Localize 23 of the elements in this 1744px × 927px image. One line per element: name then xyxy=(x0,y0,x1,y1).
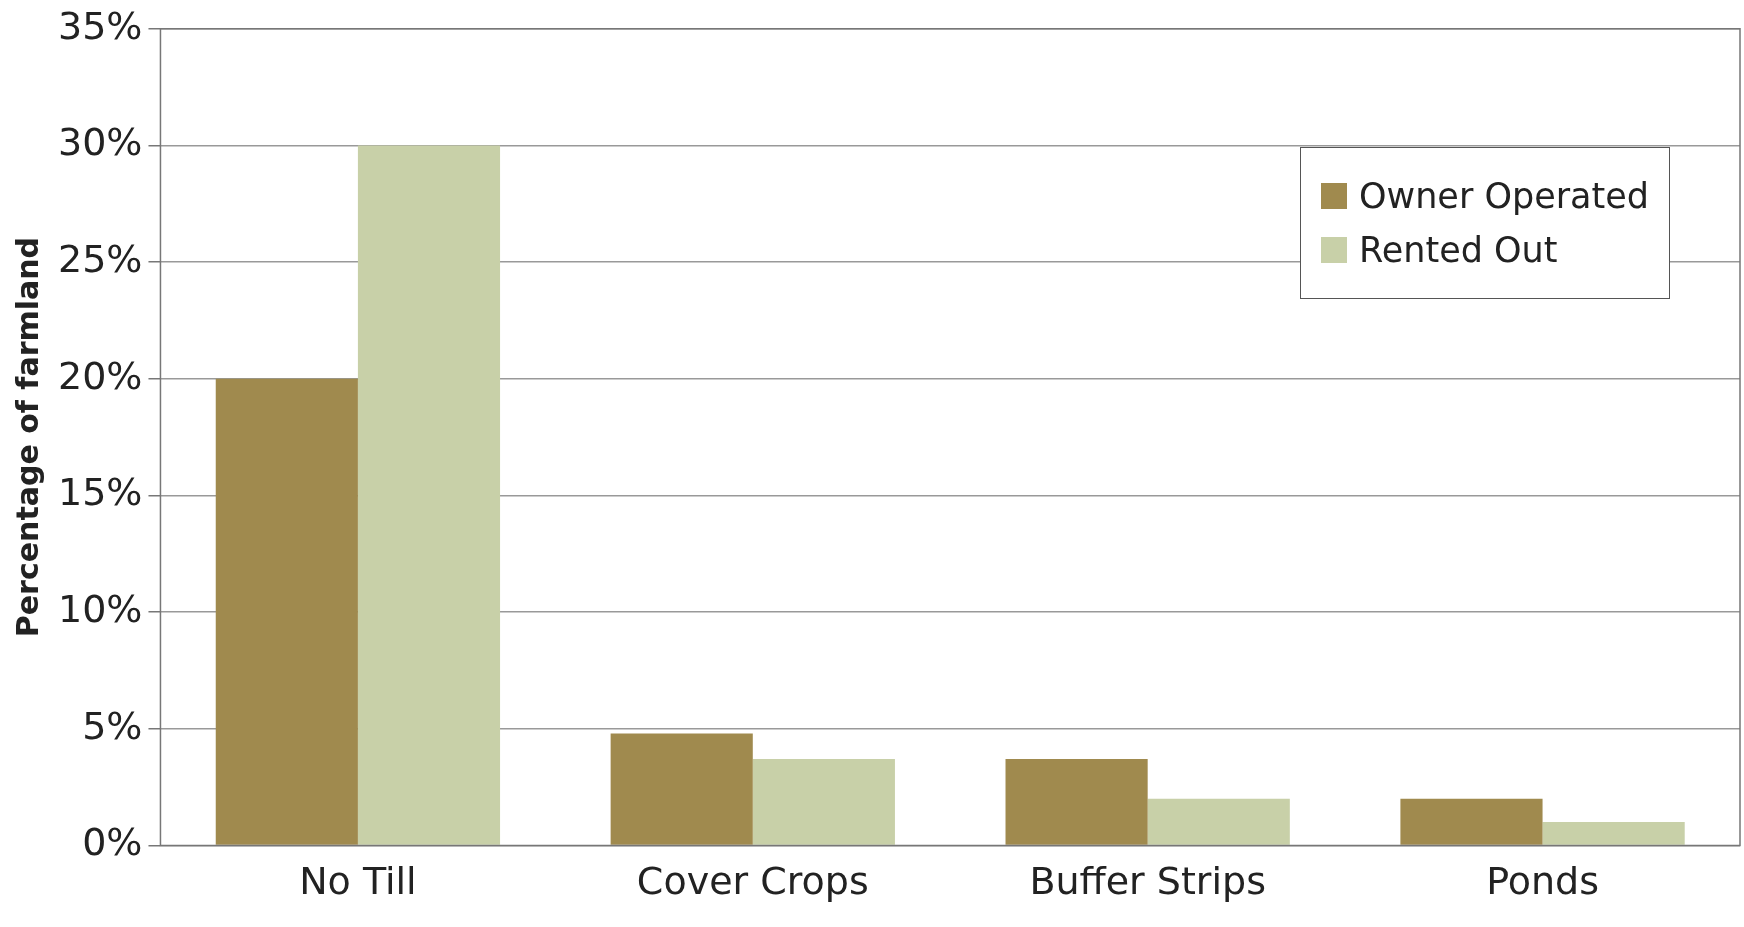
bar xyxy=(752,759,895,845)
bar xyxy=(1005,759,1148,845)
y-tick-label: 15% xyxy=(57,470,143,515)
bar xyxy=(1542,822,1685,845)
y-tick-label: 35% xyxy=(57,3,143,48)
y-tick-label: 20% xyxy=(57,353,143,398)
y-axis-title: Percentage of farmland xyxy=(9,236,45,638)
bar xyxy=(1400,798,1543,845)
x-tick-label: Buffer Strips xyxy=(1029,859,1266,904)
x-tick-label: No Till xyxy=(299,859,417,904)
y-tick-label: 10% xyxy=(57,586,143,631)
x-tick-label: Ponds xyxy=(1486,859,1599,904)
bar xyxy=(215,378,358,845)
y-tick-label: 30% xyxy=(57,120,143,165)
legend-label: Owner Operated xyxy=(1359,175,1650,216)
x-tick-label: Cover Crops xyxy=(636,859,869,904)
legend-label: Rented Out xyxy=(1359,229,1558,270)
bar xyxy=(1147,798,1290,845)
y-tick-label: 0% xyxy=(82,820,143,865)
bar xyxy=(357,145,501,845)
y-tick-label: 5% xyxy=(82,703,143,748)
bar xyxy=(610,733,753,845)
y-tick-label: 25% xyxy=(57,236,143,281)
